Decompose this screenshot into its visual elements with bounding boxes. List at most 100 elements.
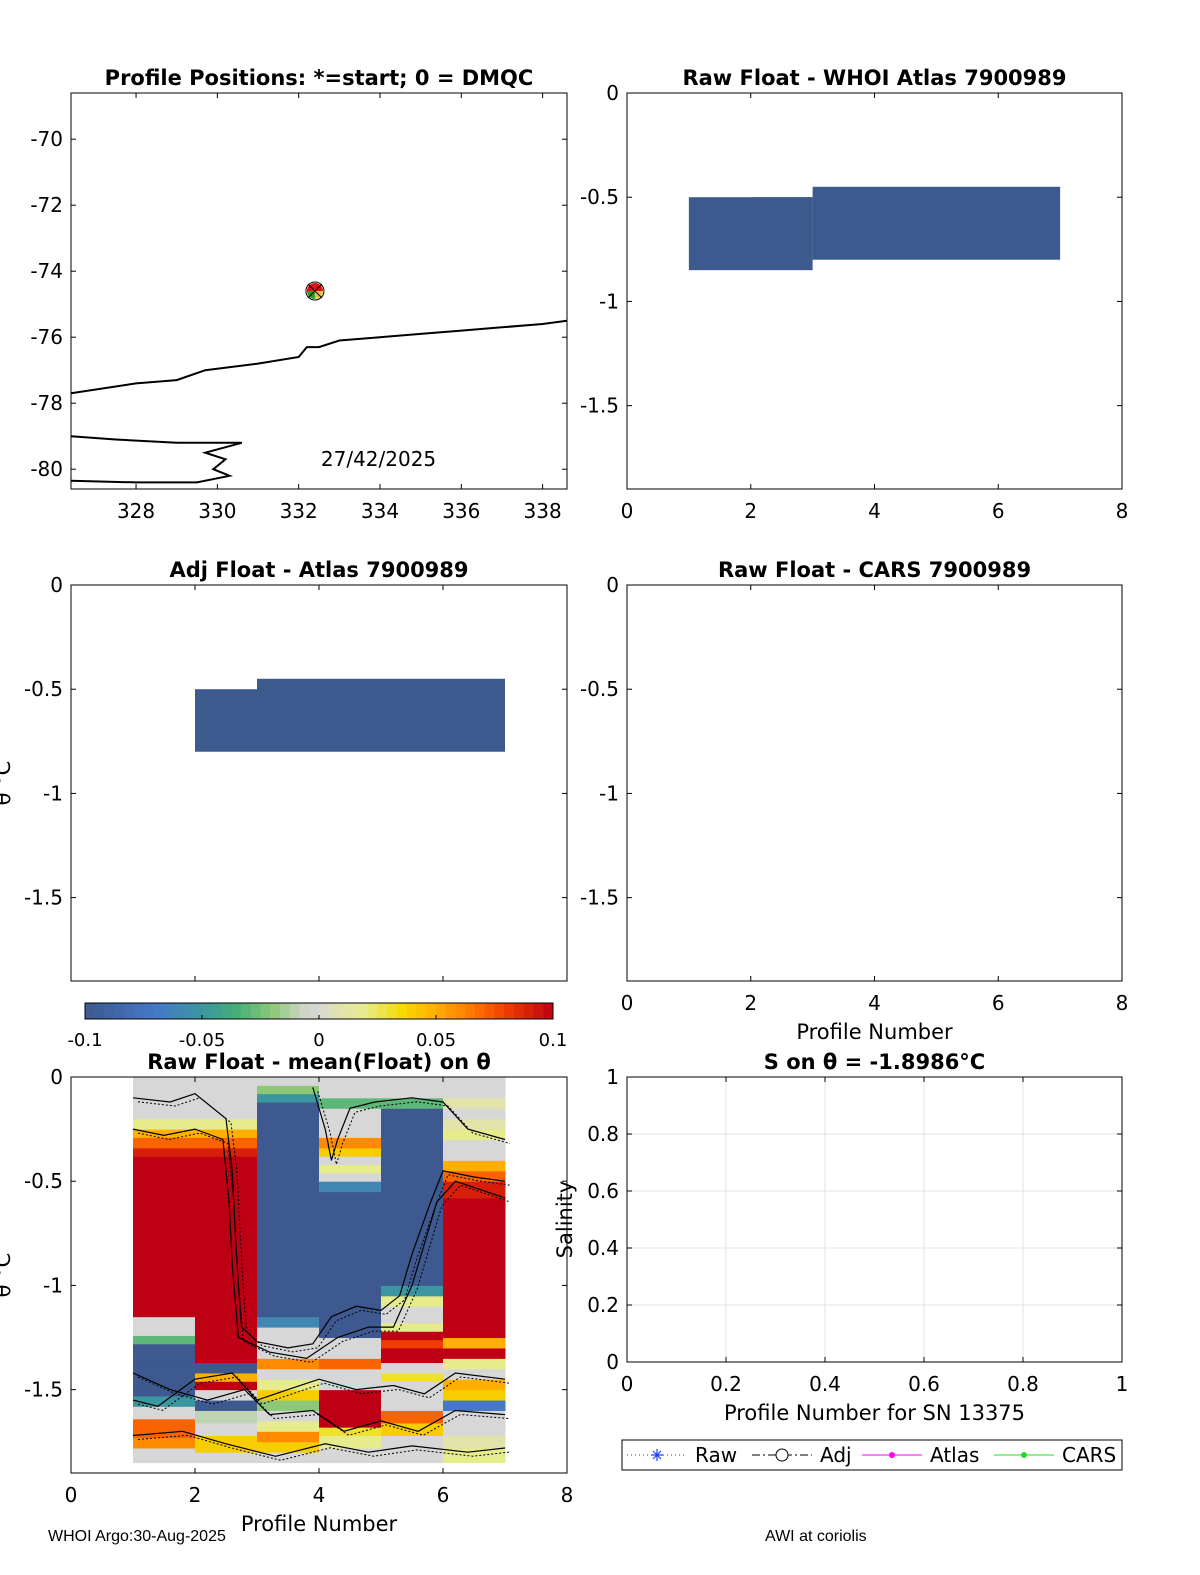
- heat-cell: [381, 1331, 444, 1341]
- heat-cell: [319, 1172, 382, 1182]
- colorbar-tick-label: 0.1: [539, 1030, 568, 1051]
- colorbar-segment: [387, 1003, 398, 1019]
- x-tick-label: 334: [361, 499, 399, 523]
- heat-cell: [195, 1137, 258, 1149]
- heat-cell: [257, 1441, 320, 1453]
- legend-item-cars-label: CARS: [1062, 1443, 1116, 1467]
- heat-cell: [257, 1093, 320, 1103]
- cells-adj-atlas: [195, 678, 505, 752]
- colorbar-segment: [523, 1003, 534, 1019]
- heat-cell: [381, 1087, 444, 1099]
- heat-cell: [319, 1129, 382, 1138]
- contour-line: [132, 1430, 506, 1457]
- y-tick-label: -1: [599, 289, 619, 313]
- x-tick-label: 0: [621, 991, 634, 1015]
- colorbar-segment: [367, 1003, 378, 1019]
- heat-cell: [443, 1170, 506, 1182]
- heat-cell: [133, 1387, 196, 1397]
- colorbar-tick-label: -0.1: [67, 1030, 102, 1051]
- x-tick-label: 0: [621, 1372, 634, 1396]
- heat-cell: [133, 1327, 196, 1336]
- x-axis-label: Profile Number: [796, 1020, 953, 1044]
- axes-positions: 328 330 332 334 336 338 -70 -72 -74 -76 -78 -80 Prof…: [30, 66, 568, 523]
- contour-line-dotted: [137, 1376, 511, 1411]
- heat-cell: [443, 1077, 506, 1099]
- colorbar-segment: [494, 1003, 505, 1019]
- heat-cell: [257, 1420, 320, 1432]
- heat-cell: [195, 1129, 258, 1138]
- y-tick-label: 0.6: [587, 1179, 619, 1203]
- heat-cell: [257, 1379, 320, 1391]
- colorbar-segment: [484, 1003, 495, 1019]
- x-tick-label: 2: [189, 1483, 202, 1507]
- heat-cell: [257, 1400, 320, 1411]
- heat-cell: [319, 1191, 382, 1339]
- x-tick-label: 6: [992, 991, 1005, 1015]
- x-tick-label: 1: [1116, 1372, 1129, 1396]
- colorbar-segment: [231, 1003, 242, 1019]
- heat-cell: [381, 1362, 444, 1374]
- x-tick-label: 8: [1116, 499, 1129, 523]
- heat-cell: [319, 1181, 382, 1193]
- heat-cell: [319, 1347, 382, 1359]
- x-tick-label: 2: [744, 991, 757, 1015]
- heat-cell: [443, 1379, 506, 1391]
- chart-title: S on θ = -1.8986°C: [764, 1050, 985, 1074]
- y-axis-label: θ °C: [0, 1253, 15, 1298]
- axes-raw-cars: 0 2 4 6 8 0 -0.5 -1 -1.5 Raw Float - CARS 7900989…: [580, 558, 1128, 1044]
- heat-cell: [443, 1118, 506, 1130]
- coastline: [71, 435, 243, 484]
- colorbar-segment: [445, 1003, 456, 1019]
- y-tick-label: -1: [599, 781, 619, 805]
- heat-cell: [443, 1160, 506, 1172]
- heat-cell: [133, 1129, 196, 1138]
- heat-cell: [381, 1285, 444, 1297]
- x-tick-label: 338: [524, 499, 562, 523]
- y-tick-label: -1.5: [580, 394, 619, 418]
- colorbar-segment: [182, 1003, 193, 1019]
- legend-item-cars-marker: [1021, 1452, 1027, 1458]
- heat-cell: [443, 1400, 506, 1411]
- colorbar-segment: [104, 1003, 115, 1019]
- colorbar-segment: [202, 1003, 213, 1019]
- colorbar-segment: [260, 1003, 271, 1019]
- heat-cell: [381, 1410, 444, 1424]
- heat-cell: [381, 1295, 444, 1307]
- x-tick-label: 332: [280, 499, 318, 523]
- colorbar-segment: [133, 1003, 144, 1019]
- colorbar-segment: [211, 1003, 222, 1019]
- heat-cell: [133, 1147, 196, 1157]
- start-star: [307, 283, 323, 299]
- axes-adj-atlas: 0 -0.5 -1 -1.5 Adj Float - Atlas 7900989 θ °C: [0, 558, 568, 982]
- heat-cell: [319, 1358, 382, 1370]
- heat-cell: [443, 1129, 506, 1141]
- colorbar-segment: [153, 1003, 164, 1019]
- chart-title: Raw Float - CARS 7900989: [718, 558, 1031, 582]
- contour-line: [132, 1372, 506, 1432]
- heat-cell: [195, 689, 257, 752]
- axes-raw-atlas: 0 2 4 6 8 0 -0.5 -1 -1.5 Raw Float - WHOI Atlas 7…: [580, 66, 1128, 523]
- footer-left: WHOI Argo:30-Aug-2025: [48, 1528, 226, 1545]
- colorbar-segment: [270, 1003, 281, 1019]
- heat-cell: [319, 1137, 382, 1149]
- heat-cell: [443, 1435, 506, 1449]
- heat-cell: [319, 1435, 382, 1449]
- heat-cell: [257, 1337, 320, 1349]
- heat-cell: [381, 1108, 444, 1286]
- heat-cell: [257, 1327, 320, 1339]
- x-tick-label: 6: [992, 499, 1005, 523]
- heat-cell: [257, 1102, 320, 1318]
- heat-cell: [381, 1077, 444, 1088]
- heat-cell: [443, 1347, 506, 1359]
- y-tick-label: 0: [606, 1350, 619, 1374]
- colorbar-segment: [436, 1003, 447, 1019]
- x-tick-label: 2: [744, 499, 757, 523]
- contour-line: [132, 1128, 506, 1360]
- heat-cell: [443, 1389, 506, 1401]
- heat-cell: [195, 1400, 258, 1411]
- axes-box: [70, 1076, 568, 1474]
- heat-cell: [195, 1410, 258, 1424]
- colorbar-segment: [192, 1003, 203, 1019]
- heat-cell: [133, 1343, 196, 1361]
